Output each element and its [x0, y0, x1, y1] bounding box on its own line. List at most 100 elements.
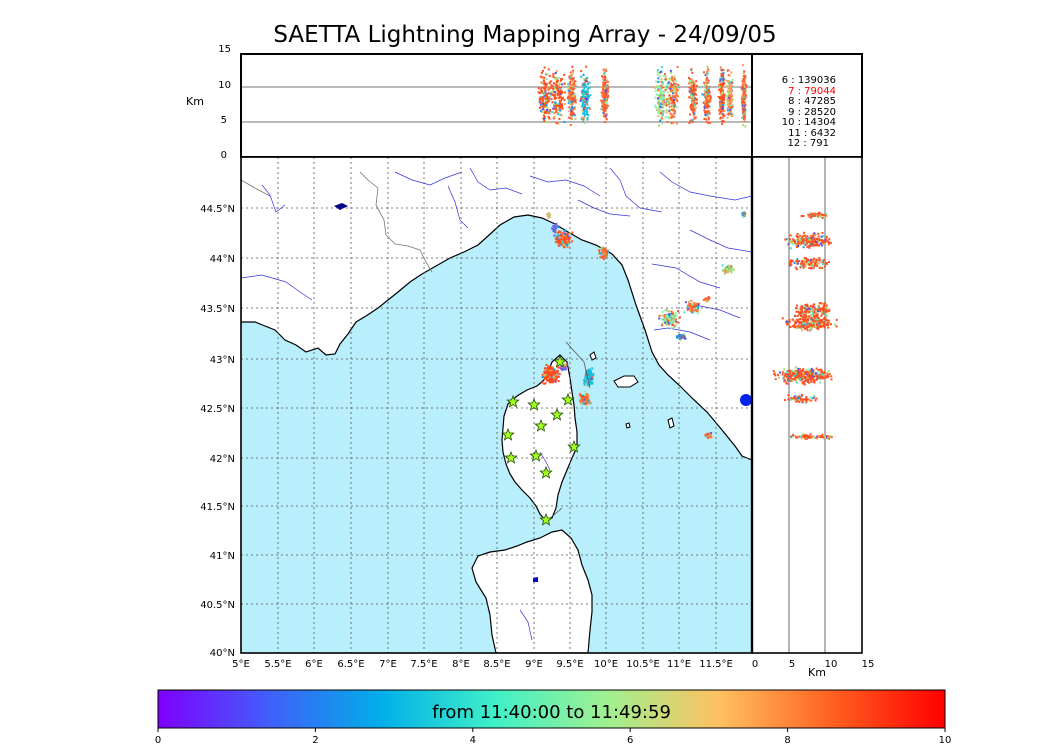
altitude-source-point: [658, 98, 661, 101]
altitude-source-point: [702, 102, 705, 105]
altitude-source-point: [742, 106, 745, 109]
side-source-point: [802, 246, 805, 249]
side-source-point: [817, 232, 820, 235]
lightning-source-point: [566, 234, 569, 237]
lightning-source-point: [689, 309, 692, 312]
altitude-source-point: [665, 98, 668, 101]
altitude-source-point: [550, 80, 553, 83]
side-source-point: [817, 215, 820, 218]
lightning-source-point: [671, 324, 674, 327]
rivers: [241, 167, 752, 641]
altitude-source-point: [605, 69, 608, 72]
side-source-point: [792, 397, 795, 400]
lightning-source-point: [600, 246, 603, 249]
lightning-source-point: [564, 236, 567, 239]
side-source-point: [806, 329, 809, 332]
altitude-source-point: [657, 93, 660, 96]
side-source-point: [791, 318, 794, 321]
side-source-point: [808, 245, 811, 248]
altitude-source-point: [559, 101, 562, 104]
altitude-source-point: [708, 85, 711, 88]
altitude-source-point: [658, 100, 661, 103]
altitude-source-point: [727, 112, 730, 115]
lon-tick-label: 5°E: [232, 659, 250, 670]
altitude-source-point: [741, 112, 744, 115]
lightning-source-point: [601, 249, 604, 252]
side-tick-0: 0: [752, 659, 758, 670]
lightning-source-point: [564, 228, 567, 231]
altitude-source-point: [605, 104, 608, 107]
altitude-source-point: [721, 107, 724, 110]
side-source-point: [790, 435, 793, 438]
side-source-point: [808, 266, 811, 269]
altitude-source-point: [705, 118, 708, 121]
lightning-source-point: [579, 401, 582, 404]
side-source-point: [813, 436, 816, 439]
side-source-point: [821, 433, 824, 436]
lightning-source-point: [584, 400, 587, 403]
side-source-point: [800, 243, 803, 246]
side-unit-label: Km: [808, 666, 826, 679]
lightning-source-point: [709, 435, 712, 438]
altitude-source-point: [727, 92, 730, 95]
altitude-source-point: [726, 89, 729, 92]
altitude-source-point: [586, 92, 589, 95]
side-source-point: [814, 233, 817, 236]
altitude-source-point: [546, 73, 549, 76]
lightning-source-point: [694, 306, 697, 309]
side-source-point: [811, 305, 814, 308]
altitude-source-point: [602, 111, 605, 114]
side-source-point: [790, 241, 793, 244]
side-source-point: [794, 366, 797, 369]
colorbar-tick-label: 4: [470, 735, 476, 746]
side-source-point: [798, 396, 801, 399]
edge-cluster: [740, 394, 752, 406]
altitude-source-point: [657, 102, 660, 105]
side-source-point: [799, 234, 802, 237]
altitude-source-point: [727, 85, 730, 88]
side-source-point: [813, 238, 816, 241]
lightning-source-point: [564, 240, 567, 243]
side-source-point: [806, 244, 809, 247]
side-source-point: [794, 307, 797, 310]
side-source-point: [828, 308, 831, 311]
side-source-point: [796, 398, 799, 401]
altitude-source-point: [703, 117, 706, 120]
lightning-source-point: [586, 370, 589, 373]
lightning-source-point: [606, 254, 609, 257]
latitude-tick-labels: 44.5°N44°N43.5°N43°N42.5°N42°N41.5°N41°N…: [200, 204, 235, 659]
altitude-source-point: [729, 83, 732, 86]
altitude-source-point: [555, 122, 558, 125]
side-source-point: [802, 317, 805, 320]
altitude-source-point: [656, 70, 659, 73]
altitude-source-point: [572, 88, 575, 91]
lightning-source-point: [582, 395, 585, 398]
altitude-source-point: [600, 99, 603, 102]
altitude-source-point: [550, 91, 553, 94]
altitude-source-point: [677, 84, 680, 87]
altitude-source-point: [563, 120, 566, 123]
lightning-source-point: [578, 398, 581, 401]
altitude-source-point: [721, 76, 724, 79]
altitude-source-point: [721, 78, 724, 81]
side-source-point: [802, 368, 805, 371]
side-source-point: [783, 368, 786, 371]
lightning-source-point: [672, 317, 675, 320]
side-source-point: [825, 324, 828, 327]
lightning-source-point: [591, 378, 594, 381]
altitude-source-point: [691, 94, 694, 97]
altitude-source-point: [742, 91, 745, 94]
altitude-source-point: [692, 113, 695, 116]
altitude-source-point: [665, 79, 668, 82]
altitude-source-point: [603, 75, 606, 78]
side-source-point: [810, 214, 813, 217]
altitude-source-point: [550, 86, 553, 89]
altitude-source-point: [605, 101, 608, 104]
station-count-list: 6 : 139036 7 : 79044 8 : 47285 9 : 28520…: [782, 75, 836, 149]
altitude-source-point: [719, 105, 722, 108]
side-source-point: [814, 262, 817, 265]
side-source-point: [813, 237, 816, 240]
side-source-point: [811, 397, 814, 400]
side-source-point: [789, 261, 792, 264]
side-source-point: [802, 319, 805, 322]
